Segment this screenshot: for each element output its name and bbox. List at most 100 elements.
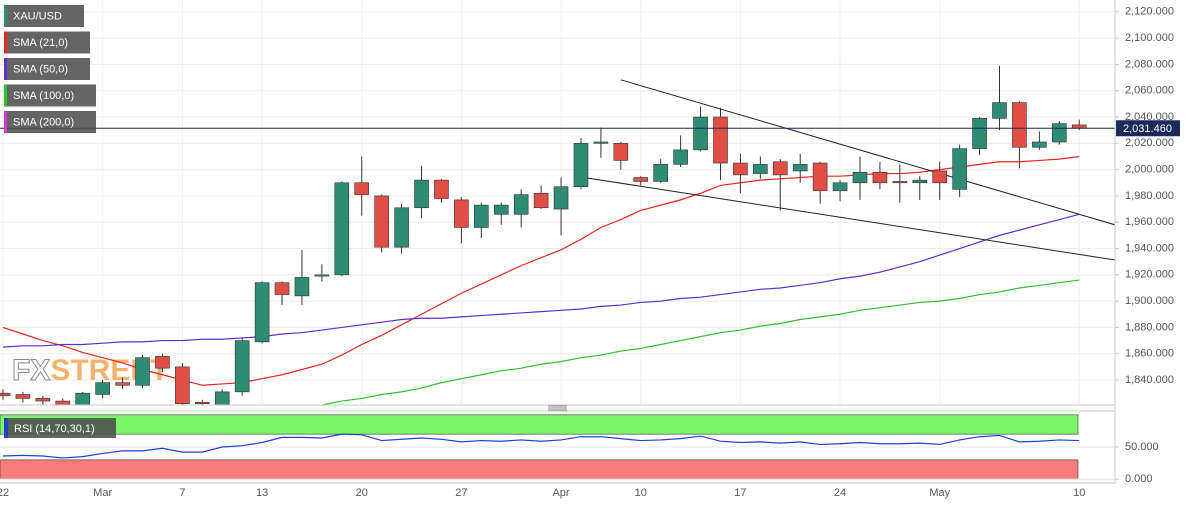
x-tick-label: 17 xyxy=(734,487,746,499)
watermark-fx: FX xyxy=(12,354,50,387)
candle-body xyxy=(633,177,649,182)
legend-swatch xyxy=(4,84,7,107)
candle-body xyxy=(354,182,370,195)
x-tick-label: 22 xyxy=(0,487,9,499)
candle-body xyxy=(852,171,868,184)
candle-body xyxy=(952,148,967,190)
candle-body xyxy=(832,182,848,191)
y-tick-label: 1,860.000 xyxy=(1125,348,1174,360)
x-tick-label: 10 xyxy=(1073,487,1085,499)
y-tick-label: 2,020.000 xyxy=(1125,137,1174,149)
y-tick-label: 2,100.000 xyxy=(1125,32,1174,44)
legend: RSI (14,70,30,1) XAU/USD SMA (21,0) SMA (50… xyxy=(4,5,116,438)
candle-body xyxy=(254,282,270,343)
candle-body xyxy=(334,182,350,276)
candle-body xyxy=(314,274,330,277)
trendline xyxy=(620,79,1115,226)
y-tick-label: 2,040.000 xyxy=(1125,111,1174,123)
legend-box xyxy=(4,5,84,27)
y-tick-label: 1,920.000 xyxy=(1125,269,1174,281)
x-tick-label: 20 xyxy=(356,487,368,499)
candle-body xyxy=(0,392,11,397)
candle-body xyxy=(15,394,31,399)
legend-swatch xyxy=(4,5,7,27)
last-price-label: 2,031.460 xyxy=(1123,123,1172,135)
candle-body xyxy=(493,204,509,215)
candle-body xyxy=(892,181,908,184)
y-tick-label: 1,900.000 xyxy=(1125,295,1174,307)
candle-body xyxy=(274,282,290,295)
candle-body xyxy=(394,207,409,248)
y-tick-label: 1,980.000 xyxy=(1125,190,1174,202)
legend-label: SMA (50,0) xyxy=(13,63,68,75)
legend-box xyxy=(4,58,90,80)
candle-body xyxy=(593,141,609,144)
candle-body xyxy=(95,382,110,395)
candle-body xyxy=(912,179,928,184)
candle-body xyxy=(115,382,130,386)
candle-body xyxy=(792,164,808,172)
trendline xyxy=(579,176,1115,261)
candle-body xyxy=(195,402,210,404)
candle-body xyxy=(533,192,549,209)
candle-body xyxy=(75,392,91,405)
candle-body xyxy=(175,366,190,404)
price-panel: FXSTREET xyxy=(0,0,1115,405)
legend-box xyxy=(4,111,96,133)
candle-body xyxy=(772,161,788,176)
y-tick-label: 1,880.000 xyxy=(1125,321,1174,333)
x-tick-label: May xyxy=(929,487,950,499)
candle-body xyxy=(454,199,469,228)
candle-body xyxy=(135,357,150,386)
candle-body xyxy=(932,170,948,184)
candle-body xyxy=(474,204,489,228)
candle-body xyxy=(693,116,708,151)
y-tick-label: 1,940.000 xyxy=(1125,242,1174,254)
y-tick-label: 2,120.000 xyxy=(1125,6,1174,18)
candle-body xyxy=(214,391,230,405)
x-tick-label: 24 xyxy=(834,487,846,499)
rsi-legend-swatch xyxy=(4,418,8,438)
candle-body xyxy=(1012,102,1027,148)
y-tick-label: 50.000 xyxy=(1125,441,1159,453)
candle-body xyxy=(872,171,888,184)
candle-body xyxy=(434,179,449,199)
legend-swatch xyxy=(4,111,7,133)
y-tick-label: 2,080.000 xyxy=(1125,58,1174,70)
candle-body xyxy=(713,116,728,164)
x-tick-label: 13 xyxy=(256,487,268,499)
candle-body xyxy=(972,118,987,149)
legend-swatch xyxy=(4,58,7,80)
y-tick-label: 1,960.000 xyxy=(1125,216,1174,228)
candle-body xyxy=(294,277,310,297)
y-tick-label: 2,060.000 xyxy=(1125,85,1174,97)
rsi-legend-box xyxy=(4,418,116,438)
rsi-line xyxy=(2,433,1080,459)
legend-label: SMA (200,0) xyxy=(13,116,74,128)
legend-box xyxy=(4,31,90,54)
candle-body xyxy=(1071,124,1087,129)
candle-body xyxy=(753,164,768,174)
candle-body xyxy=(513,194,529,215)
candle-body xyxy=(155,356,170,369)
legend-label: SMA (21,0) xyxy=(13,37,68,49)
sma-line xyxy=(2,213,1080,348)
candle-body xyxy=(992,102,1007,119)
rsi-panel xyxy=(0,414,1115,480)
candle-body xyxy=(673,149,688,165)
candle-body xyxy=(1032,141,1047,148)
legend-label: XAU/USD xyxy=(13,10,62,22)
rsi-legend-label: RSI (14,70,30,1) xyxy=(14,423,95,435)
legend-swatch xyxy=(4,31,7,54)
x-tick-label: Apr xyxy=(552,487,569,499)
candle-body xyxy=(35,398,51,402)
last-price-box xyxy=(1116,120,1180,137)
candle-body xyxy=(613,143,629,161)
x-tick-label: 10 xyxy=(635,487,647,499)
y-tick-label: 1,840.000 xyxy=(1125,374,1174,386)
legend-box xyxy=(4,84,96,107)
candle-body xyxy=(812,162,828,191)
y-tick-label: 2,000.000 xyxy=(1125,164,1174,176)
overbought-band xyxy=(0,414,1079,435)
